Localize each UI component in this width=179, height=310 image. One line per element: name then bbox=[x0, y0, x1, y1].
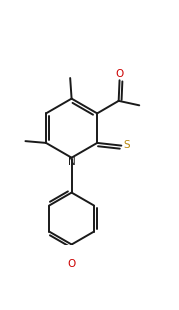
Text: N: N bbox=[68, 157, 76, 167]
Text: O: O bbox=[67, 259, 76, 269]
Text: S: S bbox=[124, 140, 130, 150]
Text: O: O bbox=[115, 69, 124, 79]
